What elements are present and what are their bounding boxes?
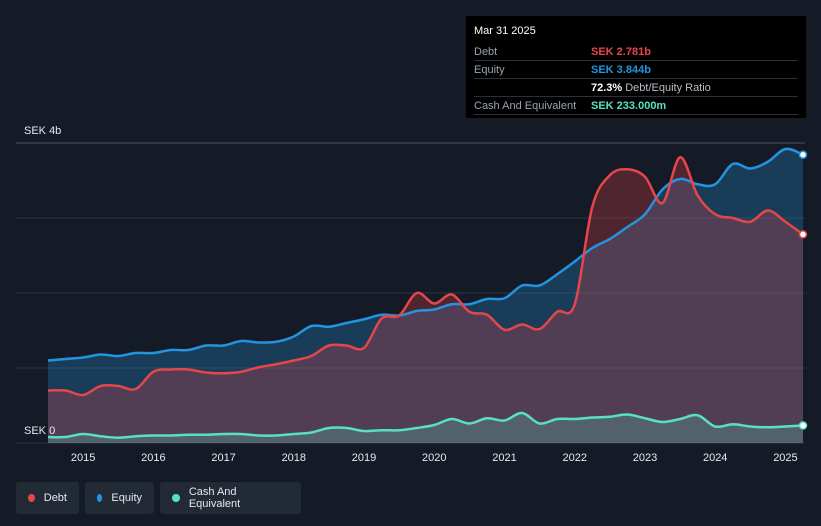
tooltip-row-debt: Debt SEK 2.781b (474, 44, 798, 61)
cash-area (48, 412, 803, 443)
equity-endpoint (798, 150, 808, 159)
x-tick-label: 2017 (211, 452, 235, 464)
legend-debt-label: Debt (43, 492, 67, 504)
x-tick-label: 2022 (563, 452, 587, 464)
debt-endpoint (798, 230, 808, 239)
x-tick-label: 2025 (773, 452, 797, 464)
x-tick-label: 2015 (71, 452, 95, 464)
tooltip-cash-label: Cash And Equivalent (474, 100, 577, 112)
x-tick-label: 2024 (703, 452, 727, 464)
tooltip-cash-value: SEK 233.000m (591, 100, 667, 112)
tooltip-equity-value: SEK 3.844b (591, 64, 651, 76)
debt-dot-icon (28, 494, 35, 502)
tooltip: Mar 31 2025 Debt SEK 2.781b Equity SEK 3… (466, 16, 806, 118)
legend-item-equity[interactable]: Equity (85, 482, 154, 514)
grid-lines (16, 142, 805, 444)
cash-line (47, 411, 804, 439)
tooltip-row-equity: Equity SEK 3.844b (474, 62, 798, 79)
tooltip-debt-value: SEK 2.781b (591, 46, 651, 58)
x-tick-label: 2018 (282, 452, 306, 464)
cash-dot-icon (172, 494, 180, 502)
y-axis-bottom-label: SEK 0 (24, 425, 56, 437)
debt-line (47, 156, 804, 397)
legend-item-debt[interactable]: Debt (16, 482, 79, 514)
legend-cash-label: Cash And Equivalent (188, 486, 241, 510)
tooltip-ratio-value: 72.3% (591, 82, 623, 94)
equity-line (47, 147, 804, 362)
cash-endpoint (798, 421, 808, 430)
x-tick-label: 2021 (492, 452, 516, 464)
tooltip-ratio-label: Debt/Equity Ratio (625, 82, 711, 94)
legend-equity-label: Equity (111, 492, 142, 504)
x-tick-label: 2020 (422, 452, 446, 464)
tooltip-date: Mar 31 2025 (474, 25, 536, 37)
tooltip-row-cash: Cash And Equivalent SEK 233.000m (474, 98, 798, 115)
equity-dot-icon (97, 494, 103, 502)
tooltip-equity-label: Equity (474, 64, 505, 76)
legend: Debt Equity Cash And Equivalent (16, 482, 301, 514)
x-tick-label: 2023 (633, 452, 657, 464)
y-axis-top-label: SEK 4b (24, 125, 62, 137)
equity-area (48, 148, 803, 443)
legend-item-cash[interactable]: Cash And Equivalent (160, 482, 301, 514)
x-tick-label: 2016 (141, 452, 165, 464)
tooltip-debt-label: Debt (474, 46, 498, 58)
debt-area (48, 157, 803, 443)
series-endpoints (798, 150, 808, 430)
x-axis-ticks: 2015 2016 2017 2018 2019 2020 2021 2022 2023 2024… (71, 452, 798, 464)
series-areas (48, 148, 803, 443)
series-lines (47, 147, 804, 439)
x-tick-label: 2019 (352, 452, 376, 464)
tooltip-row-ratio: 72.3% Debt/Equity Ratio (474, 80, 798, 97)
